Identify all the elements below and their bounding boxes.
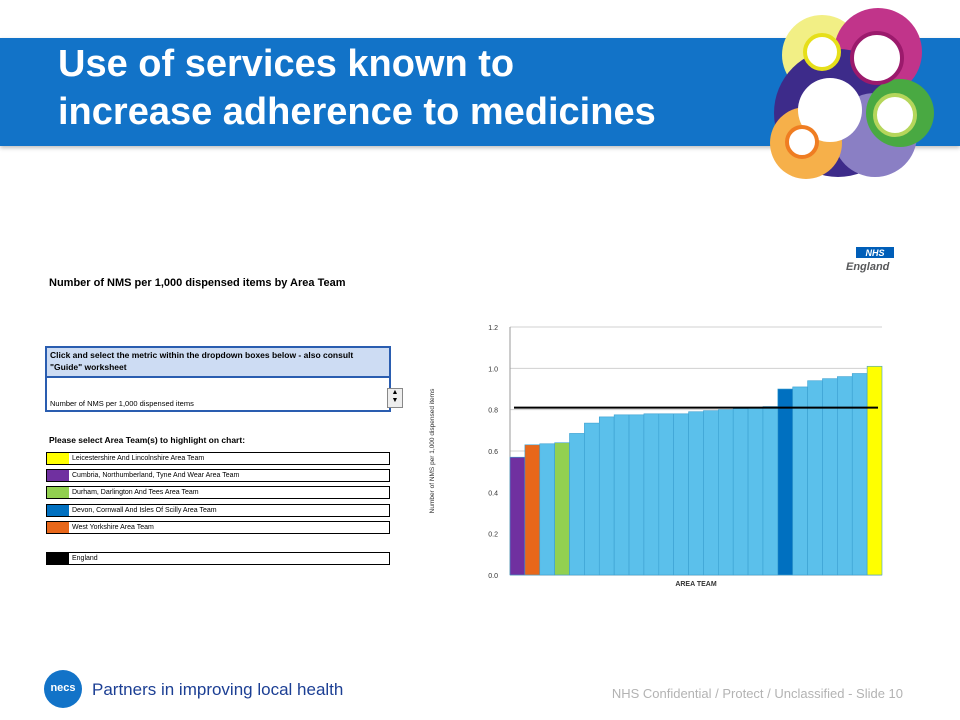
bar (643, 413, 660, 576)
bar (598, 416, 615, 576)
bar (628, 414, 645, 576)
y-tick-label: 0.2 (488, 532, 498, 539)
bar (673, 413, 689, 576)
necs-logo: necs (44, 670, 82, 708)
metric-dropdown-box: Click and select the metric within the d… (45, 346, 391, 412)
x-axis-label: AREA TEAM (675, 581, 717, 588)
spinner-down-icon[interactable]: ▼ (391, 397, 399, 404)
legend-swatch (47, 553, 69, 564)
bar (777, 388, 794, 576)
circle-white-top (803, 33, 841, 71)
legend-label: Durham, Darlington And Tees Area Team (72, 489, 199, 496)
circle-white-orange (785, 125, 819, 159)
circle-white-green (873, 93, 917, 137)
bar (539, 443, 555, 576)
spinner-up-icon[interactable]: ▲ (391, 389, 399, 396)
circle-white-center (798, 78, 862, 142)
footer-tagline: Partners in improving local health (92, 680, 344, 699)
y-axis-label: Number of NMS per 1,000 dispensed items (429, 388, 436, 513)
y-tick-label: 0.0 (488, 573, 498, 580)
decorative-circles-logo (770, 8, 934, 179)
footer-confidential: NHS Confidential / Protect / Unclassifie… (611, 686, 903, 701)
metric-select-value[interactable]: Number of NMS per 1,000 dispensed items (50, 399, 194, 408)
bar (866, 365, 883, 576)
nhs-logo: NHS (856, 247, 894, 258)
bar (569, 433, 585, 576)
nhs-england-word: England (846, 261, 890, 273)
legend-row[interactable]: England (46, 552, 390, 565)
legend-row[interactable]: Devon, Cornwall And Isles Of Scilly Area… (46, 504, 390, 517)
legend-row[interactable]: Leicestershire And Lincolnshire Area Tea… (46, 452, 390, 465)
y-tick-label: 1.0 (488, 366, 498, 373)
slide-title: Use of services known to increase adhere… (58, 40, 656, 136)
nhs-logo-box (856, 247, 894, 258)
bar (851, 373, 868, 576)
legend-swatch (47, 470, 69, 481)
legend-swatch (47, 522, 69, 533)
bar (613, 414, 630, 576)
legend-label: West Yorkshire Area Team (72, 524, 154, 531)
metric-prompt: Click and select the metric within the d… (47, 348, 389, 378)
bar (554, 442, 570, 576)
bar (584, 422, 600, 576)
bar-chart: 0.0 0.2 0.4 0.6 0.8 1.0 1.2 AREA TEAM Number of … (429, 325, 883, 588)
worksheet-heading: Number of NMS per 1,000 dispensed items … (49, 277, 346, 289)
metric-spinner[interactable]: ▲ ▼ (387, 388, 403, 408)
legend-swatch (47, 487, 69, 498)
bar (658, 413, 674, 576)
bar (718, 409, 734, 576)
area-team-select-label: Please select Area Team(s) to highlight … (49, 435, 246, 445)
legend-label: England (72, 555, 98, 562)
y-tick-label: 0.6 (488, 449, 498, 456)
legend-swatch (47, 453, 69, 464)
legend-label: Leicestershire And Lincolnshire Area Tea… (72, 455, 205, 462)
bar (792, 386, 808, 576)
bar (762, 406, 779, 576)
legend-row[interactable]: Durham, Darlington And Tees Area Team (46, 486, 390, 499)
legend-label: Devon, Cornwall And Isles Of Scilly Area… (72, 507, 217, 514)
y-tick-label: 1.2 (488, 325, 498, 332)
bar (703, 410, 719, 576)
circle-white-magenta (850, 31, 904, 85)
bar (732, 408, 749, 576)
bar (524, 444, 541, 576)
legend-row[interactable]: Cumbria, Northumberland, Tyne And Wear A… (46, 469, 390, 482)
y-tick-label: 0.8 (488, 408, 498, 415)
legend-swatch (47, 505, 69, 516)
legend-label: Cumbria, Northumberland, Tyne And Wear A… (72, 472, 240, 479)
title-line-1: Use of services known to (58, 43, 515, 85)
bar (807, 380, 823, 576)
bar (688, 411, 704, 576)
legend-row[interactable]: West Yorkshire Area Team (46, 521, 390, 534)
bar (509, 456, 526, 576)
y-tick-label: 0.4 (488, 490, 498, 497)
bar (747, 407, 764, 576)
bar (837, 376, 853, 576)
title-line-2: increase adherence to medicines (58, 91, 656, 133)
nhs-logo-text: NHS (865, 248, 884, 258)
